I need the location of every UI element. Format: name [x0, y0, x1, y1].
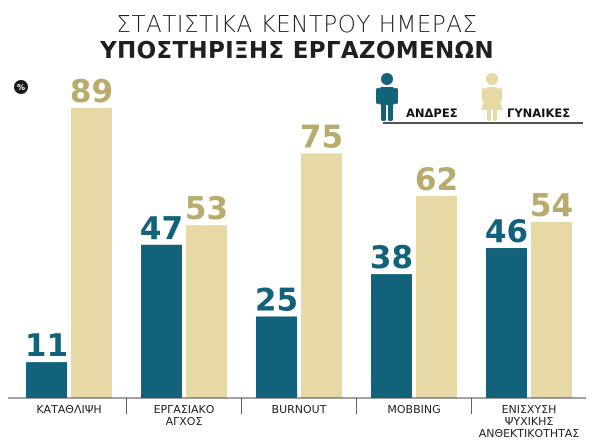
chart-title: ΣΤΑΤΙΣΤΙΚΑ ΚΕΝΤΡΟΥ ΗΜΕΡΑΣ — [116, 12, 477, 38]
value-label-women-1: 53 — [185, 191, 228, 227]
category-label-3: MOBBING — [387, 403, 440, 416]
unit-label: % — [17, 83, 25, 92]
bar-women-1 — [186, 225, 227, 398]
category-label-1: ΕΡΓΑΣΙΑΚΟ — [154, 403, 215, 416]
bar-men-3 — [371, 274, 412, 398]
bar-men-0 — [26, 362, 67, 398]
value-label-women-2: 75 — [300, 120, 343, 156]
bar-men-4 — [486, 248, 527, 398]
man-icon — [376, 73, 398, 121]
value-label-men-3: 38 — [370, 240, 413, 276]
bar-men-2 — [256, 316, 297, 398]
bar-men-1 — [141, 244, 182, 398]
legend-label-men: ΑΝΔΡΕΣ — [406, 106, 458, 120]
legend: ΑΝΔΡΕΣ ΓΥΝΑΙΚΕΣ — [376, 73, 583, 124]
category-label-4: ΨΥΧΙΚΗΣ — [505, 415, 554, 428]
category-label-0: ΚΑΤΑΘΛΙΨΗ — [36, 403, 101, 416]
category-label-1: ΑΓΧΟΣ — [166, 415, 203, 428]
bar-women-2 — [301, 153, 342, 398]
bar-women-0 — [71, 107, 112, 399]
value-label-women-4: 54 — [530, 188, 573, 224]
value-label-women-0: 89 — [70, 74, 113, 110]
category-label-4: ΕΝΙΣΧΥΣΗ — [502, 403, 557, 416]
chart-subtitle: ΥΠΟΣΤΗΡΙΞΗΣ ΕΡΓΑΖΟΜΕΝΩΝ — [99, 38, 494, 64]
bar-women-3 — [416, 195, 457, 398]
value-label-men-1: 47 — [140, 211, 183, 247]
woman-icon — [481, 73, 503, 121]
category-label-4: ΑΝΘΕΚΤΙΚΟΤΗΤΑΣ — [479, 427, 580, 440]
legend-label-women: ΓΥΝΑΙΚΕΣ — [507, 106, 570, 120]
percent-badge: % — [14, 80, 28, 94]
bar-women-4 — [531, 221, 572, 398]
value-label-men-2: 25 — [255, 283, 298, 319]
value-label-men-4: 46 — [485, 214, 528, 250]
category-label-2: BURNOUT — [272, 403, 327, 416]
bars — [26, 107, 572, 399]
value-label-men-0: 11 — [25, 328, 68, 364]
value-label-women-3: 62 — [415, 162, 458, 198]
